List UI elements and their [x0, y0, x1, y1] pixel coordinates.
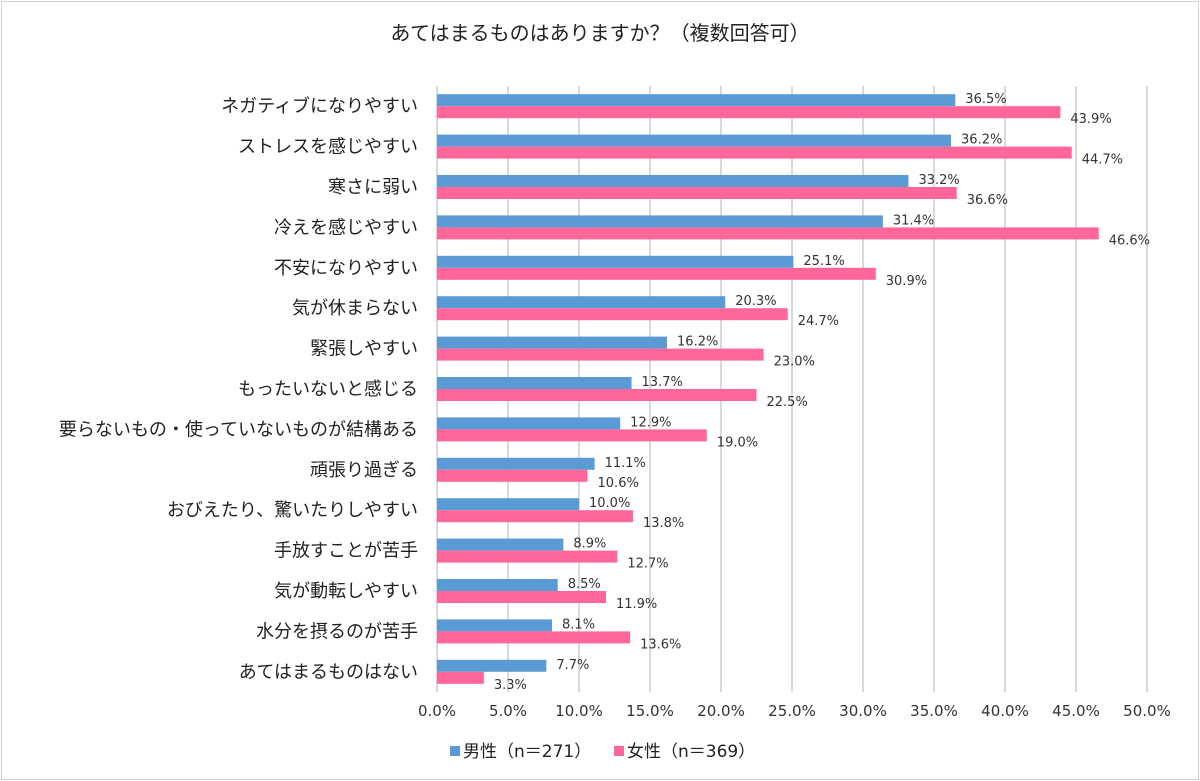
female-data-label: 44.7% [1082, 153, 1123, 168]
category-label: 冷えを感じやすい [274, 217, 418, 238]
x-tick-label: 10.0% [555, 702, 603, 720]
male-bar [437, 175, 909, 187]
male-bar [437, 619, 553, 632]
female-data-label: 19.0% [717, 435, 758, 450]
legend: 男性（n＝271） 女性（n＝369） [450, 742, 755, 762]
legend-swatch [614, 746, 624, 756]
female-data-label: 13.8% [643, 516, 684, 531]
female-bar [437, 631, 631, 644]
male-data-label: 16.2% [677, 335, 718, 350]
male-bar [437, 498, 579, 511]
male-data-label: 11.1% [605, 456, 646, 471]
female-bar [437, 106, 1061, 119]
x-tick-label: 25.0% [768, 702, 816, 720]
female-bar [437, 671, 484, 684]
x-tick-label: 15.0% [626, 702, 674, 720]
x-tick-label: 50.0% [1123, 702, 1171, 720]
x-tick-label: 40.0% [981, 702, 1029, 720]
male-data-label: 13.7% [642, 375, 683, 390]
female-data-label: 13.6% [640, 637, 681, 652]
male-bar [437, 579, 558, 591]
category-label: 気が動転しやすい [274, 581, 418, 602]
male-data-label: 20.3% [735, 294, 776, 309]
male-bar [437, 417, 621, 430]
x-tick-label: 20.0% [697, 702, 745, 720]
male-bar [437, 659, 547, 672]
female-bar [437, 389, 757, 401]
female-data-label: 30.9% [886, 274, 927, 289]
female-bar [437, 348, 764, 361]
male-bar [437, 255, 794, 268]
male-bar [437, 336, 668, 349]
female-data-label: 43.9% [1070, 112, 1111, 127]
female-bar [437, 550, 618, 563]
male-bar [437, 538, 564, 551]
female-data-label: 36.6% [967, 193, 1008, 208]
x-tick-label: 30.0% [839, 702, 887, 720]
category-label: あてはまるものはない [239, 662, 418, 683]
male-data-label: 10.0% [589, 496, 630, 511]
female-bar [437, 267, 876, 280]
category-label: 手放すことが苦手 [274, 541, 418, 562]
male-data-label: 8.5% [568, 577, 601, 592]
female-data-label: 12.7% [627, 557, 668, 572]
female-data-label: 11.9% [616, 597, 657, 612]
category-label: 寒さに弱い [328, 177, 418, 198]
legend-label: 男性（n＝271） [463, 742, 591, 762]
category-label: 緊張しやすい [310, 339, 418, 360]
category-labels: ネガティブになりやすいストレスを感じやすい寒さに弱い冷えを感じやすい不安になりや… [59, 95, 418, 683]
legend-swatch [450, 746, 460, 756]
female-bar [437, 429, 707, 442]
category-label: 要らないもの・使っていないものが結構ある [59, 419, 418, 440]
male-data-label: 33.2% [918, 173, 959, 188]
female-bar [437, 591, 606, 603]
category-label: 不安になりやすい [274, 258, 418, 279]
x-tick-label: 5.0% [489, 702, 527, 720]
male-data-label: 8.1% [562, 617, 595, 632]
legend-label: 女性（n＝369） [627, 742, 755, 762]
female-bar [437, 469, 588, 482]
female-data-label: 24.7% [798, 314, 839, 329]
male-data-label: 8.9% [573, 537, 606, 552]
female-bar [437, 510, 633, 523]
category-label: ストレスを感じやすい [238, 137, 418, 158]
male-data-label: 36.2% [961, 133, 1002, 148]
male-bar [437, 134, 952, 147]
male-data-label: 31.4% [893, 213, 934, 228]
female-bar [437, 227, 1099, 240]
chart-title: あてはまるものはありますか？（複数回答可） [390, 21, 809, 45]
female-data-label: 46.6% [1109, 233, 1150, 248]
x-tick-label: 45.0% [1052, 702, 1100, 720]
category-label: ネガティブになりやすい [221, 95, 418, 117]
female-data-label: 10.6% [598, 476, 639, 491]
female-bar [437, 187, 957, 199]
bars: 36.5% 43.9% 36.2% 44.7% 33.2% 36.6% 31.4% 46.6%… [437, 92, 1150, 693]
female-data-label: 3.3% [494, 678, 527, 693]
x-tick-label: 35.0% [910, 702, 958, 720]
category-label: 頑張り過ぎる [310, 460, 418, 481]
male-data-label: 36.5% [965, 92, 1006, 107]
male-data-label: 7.7% [556, 658, 589, 673]
male-data-label: 12.9% [630, 415, 671, 430]
category-label: 気が休まらない [292, 298, 418, 319]
female-bar [437, 146, 1072, 159]
female-data-label: 23.0% [774, 355, 815, 370]
male-bar [437, 457, 595, 470]
x-tick-label: 0.0% [418, 702, 456, 720]
male-bar [437, 215, 883, 228]
male-bar [437, 296, 726, 309]
male-bar [437, 94, 956, 107]
female-bar [437, 308, 788, 321]
x-axis-ticks: 0.0% 5.0% 10.0% 15.0% 20.0% 25.0% 30.0% 35.0% 40… [418, 702, 1171, 720]
category-label: もったいないと感じる [238, 379, 418, 400]
female-data-label: 22.5% [767, 395, 808, 410]
male-data-label: 25.1% [803, 254, 844, 269]
category-label: 水分を摂るのが苦手 [256, 621, 418, 642]
category-label: おびえたり、驚いたりしやすい [167, 500, 418, 521]
male-bar [437, 377, 632, 389]
